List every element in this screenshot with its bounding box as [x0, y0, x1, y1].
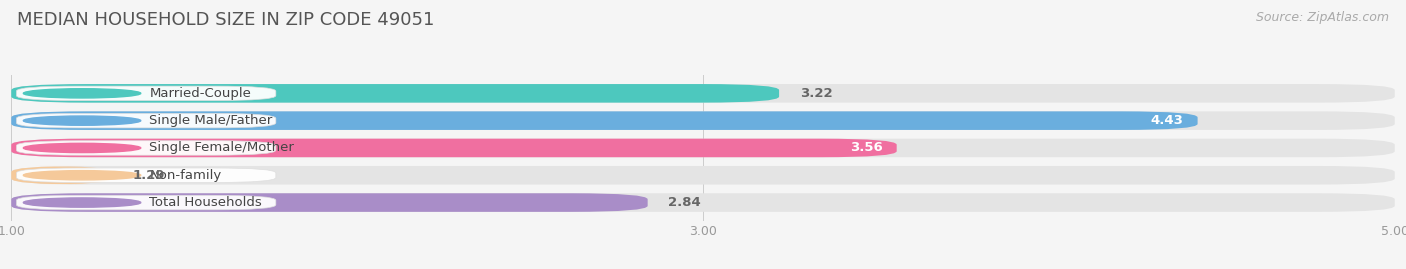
- FancyBboxPatch shape: [11, 166, 111, 185]
- FancyBboxPatch shape: [11, 193, 648, 212]
- FancyBboxPatch shape: [11, 84, 1395, 103]
- Text: Married-Couple: Married-Couple: [149, 87, 252, 100]
- FancyBboxPatch shape: [17, 86, 276, 101]
- FancyBboxPatch shape: [11, 193, 1395, 212]
- Text: Source: ZipAtlas.com: Source: ZipAtlas.com: [1256, 11, 1389, 24]
- Text: Single Male/Father: Single Male/Father: [149, 114, 273, 127]
- FancyBboxPatch shape: [17, 168, 276, 182]
- Circle shape: [24, 89, 141, 98]
- FancyBboxPatch shape: [17, 141, 276, 155]
- Text: Non-family: Non-family: [149, 169, 222, 182]
- Text: 3.56: 3.56: [851, 141, 883, 154]
- Text: Single Female/Mother: Single Female/Mother: [149, 141, 294, 154]
- FancyBboxPatch shape: [11, 139, 897, 157]
- Text: MEDIAN HOUSEHOLD SIZE IN ZIP CODE 49051: MEDIAN HOUSEHOLD SIZE IN ZIP CODE 49051: [17, 11, 434, 29]
- Text: 3.22: 3.22: [800, 87, 832, 100]
- FancyBboxPatch shape: [17, 114, 276, 128]
- Text: Total Households: Total Households: [149, 196, 262, 209]
- FancyBboxPatch shape: [17, 195, 276, 210]
- Text: 4.43: 4.43: [1152, 114, 1184, 127]
- FancyBboxPatch shape: [11, 111, 1395, 130]
- Circle shape: [24, 198, 141, 207]
- Text: 1.29: 1.29: [132, 169, 165, 182]
- FancyBboxPatch shape: [11, 166, 1395, 185]
- FancyBboxPatch shape: [11, 139, 1395, 157]
- Circle shape: [24, 116, 141, 125]
- Text: 2.84: 2.84: [668, 196, 702, 209]
- FancyBboxPatch shape: [11, 111, 1198, 130]
- Circle shape: [24, 143, 141, 153]
- FancyBboxPatch shape: [11, 84, 779, 103]
- Circle shape: [24, 171, 141, 180]
